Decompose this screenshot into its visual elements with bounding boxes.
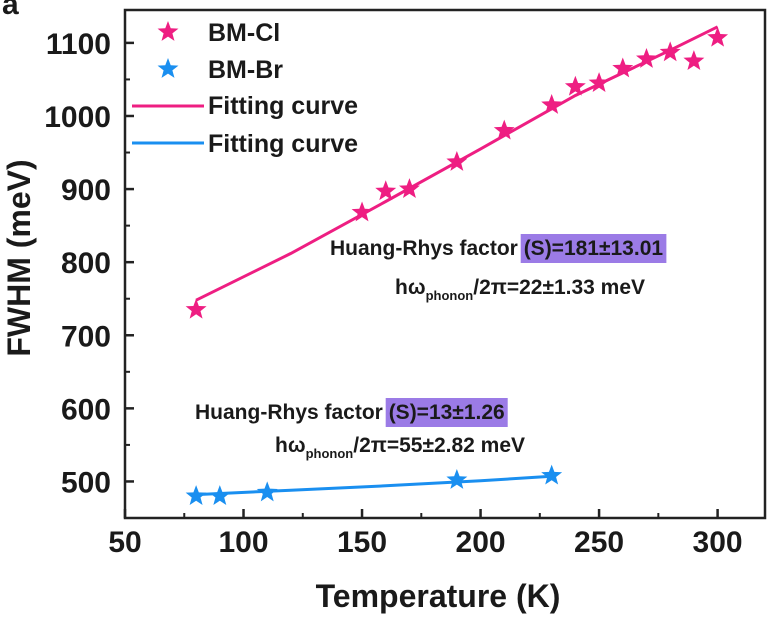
legend-label-cl-fit: Fitting curve [208,92,358,120]
y-axis-title: FWHM (meV) [1,159,37,356]
x-tick-label: 150 [337,526,387,559]
x-axis-title: Temperature (K) [316,578,561,614]
x-tick-label: 200 [456,526,506,559]
legend-star-bm-br [158,58,179,78]
y-tick-label: 500 [61,466,111,499]
y-tick-label: 600 [61,393,111,426]
phonon-br-post: /2π=55±2.82 meV [353,434,525,457]
point-bm-cl [186,299,207,319]
y-tick-label: 1000 [44,101,111,134]
legend-label-br-fit: Fitting curve [208,130,358,158]
point-bm-br [186,485,207,505]
legend-marker-bm-cl [158,21,179,41]
y-tick-label: 1100 [46,28,111,61]
point-bm-cl [660,41,681,61]
point-bm-cl [399,178,420,198]
point-bm-cl [541,94,562,114]
legend: BM-Cl BM-Br Fitting curve Fitting curve [132,19,358,158]
huang-rhys-cl-prefix: Huang-Rhys factor [330,237,524,260]
legend-label-bm-br: BM-Br [208,56,283,84]
huang-rhys-br: Huang-Rhys factor (S)=13±1.26 [195,401,505,424]
huang-rhys-br-prefix: Huang-Rhys factor [195,401,389,424]
y-tick-label: 800 [61,247,111,280]
x-tick-label: 250 [574,526,624,559]
y-tick-label: 700 [61,320,111,353]
huang-rhys-cl-value: (S)=181±13.01 [524,237,664,260]
phonon-energy-br: hωphonon/2π=55±2.82 meV [275,434,525,461]
legend-marker-bm-br [158,58,179,78]
y-tick-label: 900 [61,174,111,207]
panel-letter: a [2,0,19,21]
legend-star-bm-cl [158,21,179,41]
fit-line-1 [196,476,552,494]
x-tick-label: 100 [218,526,268,559]
annotation-bm-br: Huang-Rhys factor (S)=13±1.26 hωphonon/2… [195,398,525,461]
x-tick-label: 50 [108,526,141,559]
annotation-bm-cl: Huang-Rhys factor (S)=181±13.01 hωphonon… [330,234,666,303]
huang-rhys-br-value: (S)=13±1.26 [389,401,505,424]
point-bm-br [446,469,467,489]
phonon-cl-sub: phonon [426,288,474,303]
phonon-cl-pre: hω [395,276,426,299]
point-bm-br [209,485,230,505]
x-tick-label: 300 [693,526,743,559]
huang-rhys-cl: Huang-Rhys factor (S)=181±13.01 [330,237,663,260]
phonon-br-pre: hω [275,434,306,457]
point-bm-br [541,465,562,485]
phonon-br-sub: phonon [306,446,354,461]
phonon-energy-cl: hωphonon/2π=22±1.33 meV [395,276,645,303]
phonon-cl-post: /2π=22±1.33 meV [473,276,645,299]
point-bm-br [257,481,278,501]
point-bm-cl [683,50,704,70]
legend-label-bm-cl: BM-Cl [208,19,280,47]
point-bm-cl [446,151,467,171]
